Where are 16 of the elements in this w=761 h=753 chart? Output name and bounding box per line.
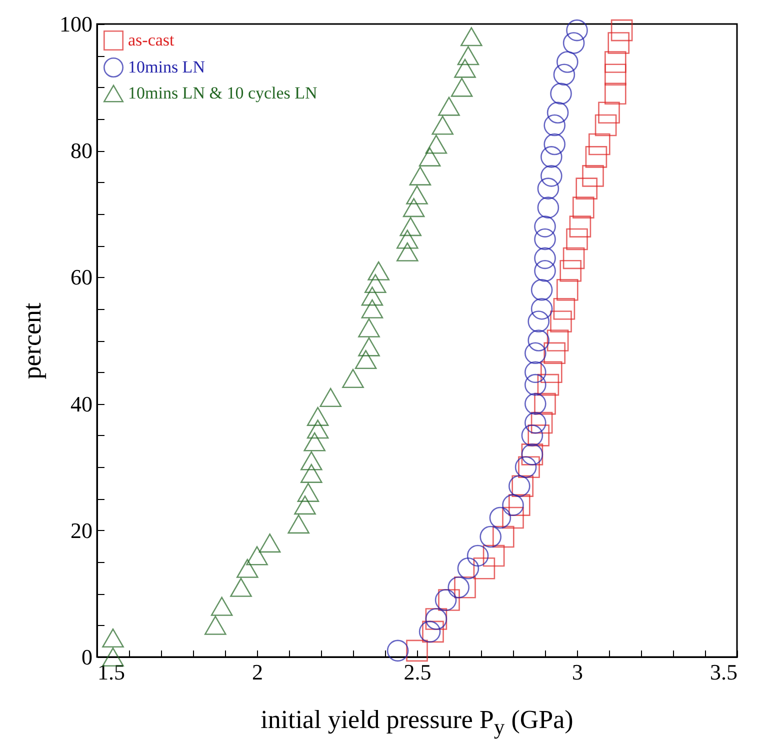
x-tick-label: 2 [252,660,263,684]
y-axis-title: percent [18,302,46,380]
y-tick-label: 20 [70,518,92,543]
x-axis-title: initial yield pressure P$_{y}$ (GPa) [260,705,574,740]
x-tick-label: 3.5 [710,660,738,684]
x-tick-label: 3 [572,660,583,684]
y-tick-label: 100 [60,12,92,36]
y-tick-label: 0 [82,644,92,670]
x-tick-label: 2.5 [404,660,432,684]
legend-label: as-cast [128,30,175,50]
x-tick-label: 1.5 [98,660,125,684]
y-tick-label: 40 [70,391,92,416]
y-tick-label: 60 [70,264,92,290]
legend-label: 10mins LN [128,58,205,76]
legend-label: 10mins LN & 10 cycles LN [128,84,318,102]
y-tick-label: 80 [70,138,92,164]
